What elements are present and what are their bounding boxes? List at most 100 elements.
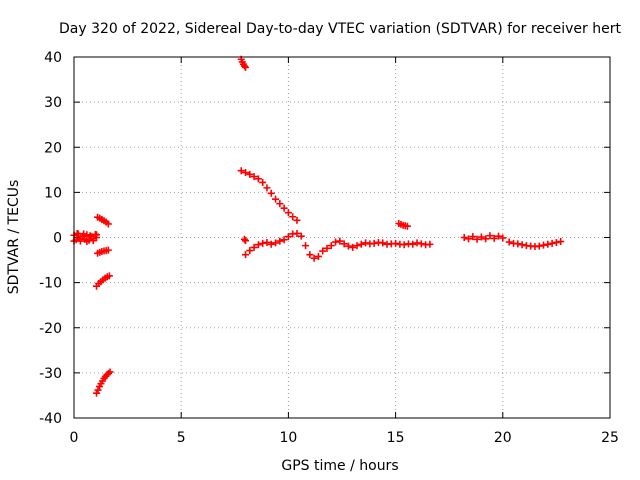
data-point: [284, 209, 292, 217]
data-point: [469, 233, 477, 241]
data-point: [263, 238, 271, 246]
data-point: [94, 386, 102, 394]
y-axis-label: SDTVAR / TECUs: [6, 180, 22, 295]
data-point: [73, 229, 81, 237]
data-point: [540, 241, 548, 249]
data-point: [83, 231, 91, 239]
series-late-band-2: [505, 238, 565, 251]
data-point: [76, 234, 84, 242]
data-point: [344, 242, 352, 250]
series-rise-upper: [94, 213, 112, 228]
data-point: [93, 389, 101, 397]
series-early-band-b: [70, 229, 101, 246]
y-tick-label: 0: [53, 231, 62, 247]
data-point: [336, 237, 344, 245]
data-point: [505, 238, 513, 246]
data-point: [242, 63, 250, 71]
data-point: [464, 235, 472, 243]
data-point: [490, 234, 498, 242]
x-tick-label: 0: [70, 430, 79, 446]
data-point: [514, 240, 522, 248]
grid-lines: [74, 57, 610, 418]
data-point: [495, 232, 503, 240]
y-tick-label: -10: [39, 276, 62, 292]
data-point: [417, 240, 425, 248]
data-point: [379, 239, 387, 247]
y-tick-label: 30: [44, 95, 62, 111]
data-point: [535, 242, 543, 250]
series-low-tail: [93, 272, 113, 290]
data-point: [104, 220, 112, 228]
data-point: [242, 251, 250, 259]
y-tick-labels: -40 -30 -20 -10 0 10 20 30 40: [39, 50, 62, 427]
data-point: [250, 243, 258, 251]
data-point: [426, 240, 434, 248]
data-point: [276, 237, 284, 245]
data-point: [93, 231, 101, 239]
series-deep-tail: [93, 368, 114, 397]
data-point: [280, 204, 288, 212]
data-point: [293, 229, 301, 237]
data-point: [240, 62, 248, 70]
data-point: [362, 239, 370, 247]
x-tick-label: 20: [494, 430, 512, 446]
series-descending-arc: [237, 167, 301, 224]
data-point: [323, 244, 331, 252]
data-point: [105, 369, 113, 377]
data-point: [314, 252, 322, 260]
x-tick-labels: 0 5 10 15 20 25: [70, 430, 619, 446]
data-point: [254, 241, 262, 249]
data-point: [357, 240, 365, 248]
series-isolated-points: [240, 235, 250, 245]
data-point: [409, 240, 417, 248]
data-point: [106, 368, 114, 376]
data-point: [460, 234, 468, 241]
y-tick-label: -20: [39, 321, 62, 337]
data-point: [319, 247, 327, 255]
plot-frame: [73, 56, 611, 419]
y-tick-label: 20: [44, 140, 62, 156]
data-point: [289, 213, 297, 221]
data-points: [70, 55, 565, 397]
series-small-mid: [94, 246, 112, 257]
x-tick-label: 10: [279, 430, 297, 446]
data-point: [557, 238, 565, 246]
data-point: [306, 251, 314, 259]
y-tick-label: 40: [44, 50, 62, 66]
data-point: [486, 232, 494, 240]
data-point: [242, 169, 250, 177]
x-tick-label: 5: [177, 430, 186, 446]
data-point: [552, 238, 560, 246]
data-point: [280, 236, 288, 244]
data-point: [276, 200, 284, 208]
data-point: [332, 238, 340, 246]
series-main-trend: [242, 229, 434, 262]
data-point: [499, 234, 507, 242]
data-point: [297, 232, 305, 240]
data-point: [284, 233, 292, 241]
data-point: [349, 243, 357, 251]
series-late-band-1: [460, 232, 507, 243]
x-tick-label: 25: [601, 430, 619, 446]
data-point: [259, 178, 267, 186]
data-point: [237, 167, 245, 175]
data-point: [89, 237, 97, 245]
data-point: [80, 230, 88, 238]
data-point: [370, 239, 378, 247]
data-point: [242, 237, 250, 245]
series-small-patch: [395, 220, 411, 230]
data-point: [254, 175, 262, 183]
data-point: [86, 232, 94, 240]
data-point: [272, 239, 280, 247]
data-point: [263, 184, 271, 192]
data-point: [482, 235, 490, 243]
data-point: [544, 240, 552, 248]
data-point: [259, 239, 267, 247]
data-point: [104, 246, 112, 254]
data-point: [548, 239, 556, 247]
data-point: [327, 242, 335, 250]
data-point: [272, 195, 280, 203]
data-point: [400, 241, 408, 249]
series-top-spike: [237, 55, 250, 71]
data-point: [353, 242, 361, 250]
